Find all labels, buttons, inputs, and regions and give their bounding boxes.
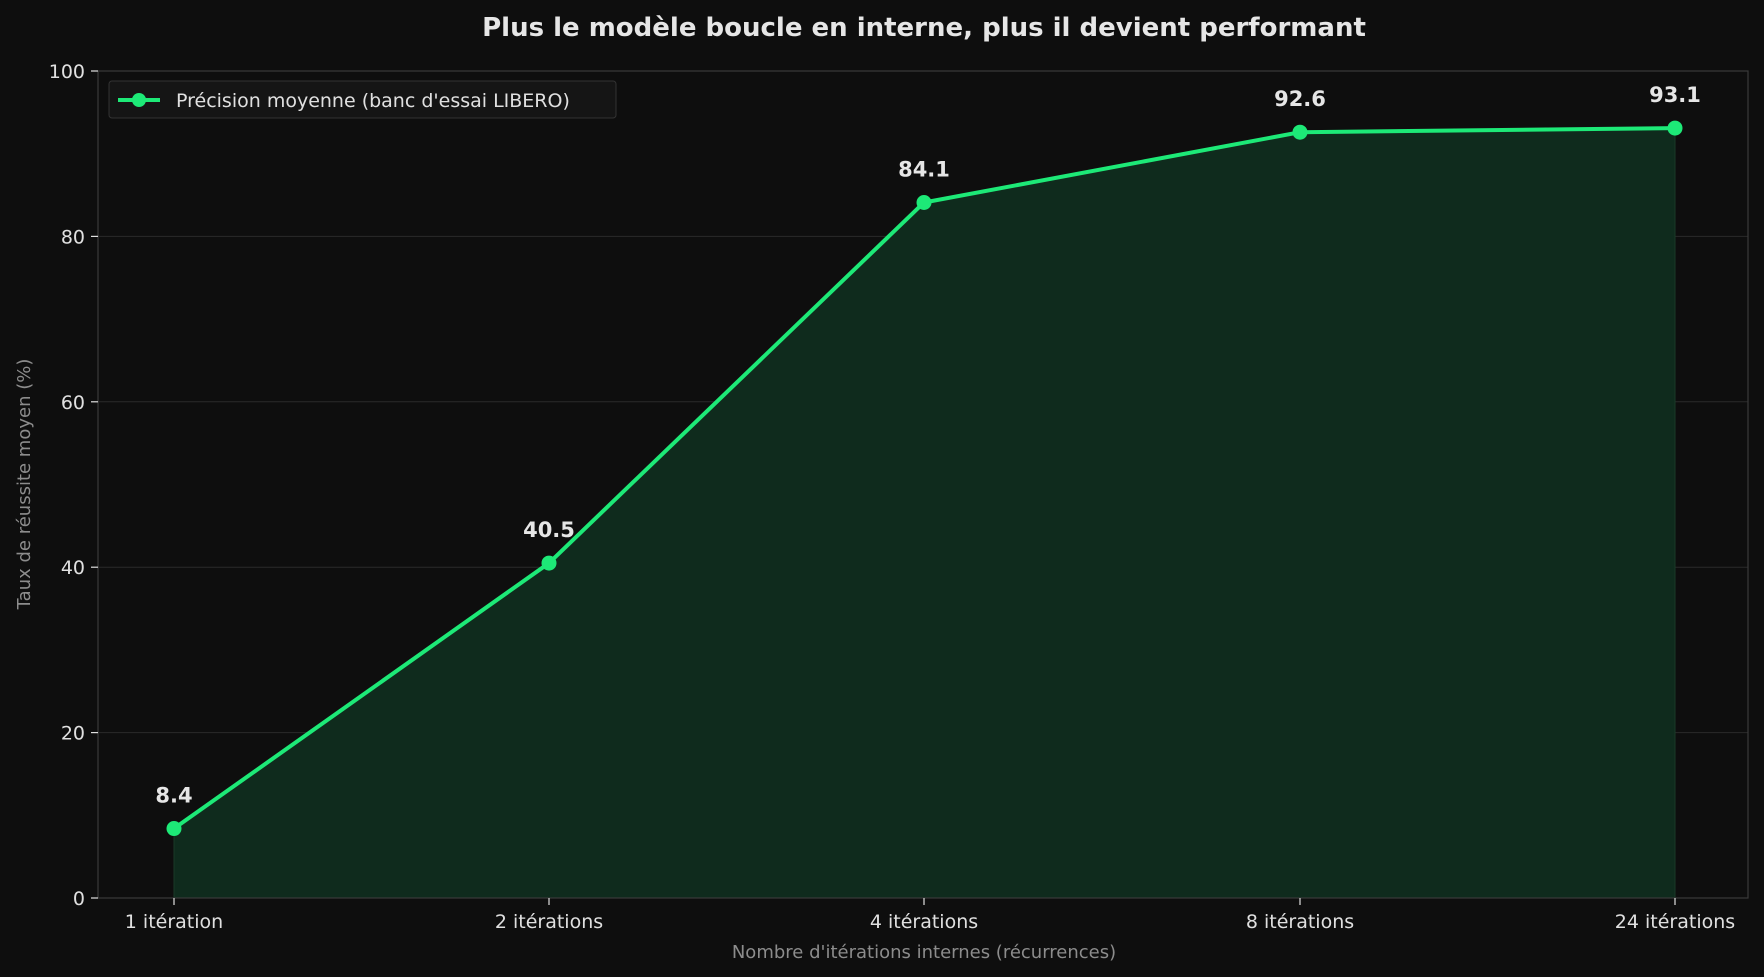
y-tick-label: 80 [61, 226, 85, 248]
data-labels: 8.4 40.5 84.1 92.6 93.1 [155, 83, 1701, 807]
chart-title: Plus le modèle boucle en interne, plus i… [482, 13, 1366, 43]
y-tick-label: 0 [73, 888, 85, 910]
data-label: 40.5 [523, 518, 575, 542]
x-tick-label: 8 itérations [1246, 911, 1354, 933]
y-tick-label: 40 [61, 557, 85, 579]
legend: Précision moyenne (banc d'essai LIBERO) [108, 80, 617, 119]
y-tick-label: 20 [61, 723, 85, 745]
data-point [916, 194, 932, 210]
x-tick-label: 24 itérations [1615, 911, 1735, 933]
y-axis-label: Taux de réussite moyen (%) [14, 359, 35, 611]
y-tick-label: 100 [49, 61, 85, 83]
data-point [166, 821, 182, 837]
plot-frame [97, 70, 1749, 899]
data-point [541, 555, 557, 571]
x-tick-label: 2 itérations [495, 911, 603, 933]
data-label: 84.1 [898, 157, 950, 181]
x-tick-label: 1 itération [125, 911, 223, 933]
x-axis-label: Nombre d'itérations internes (récurrence… [732, 942, 1116, 963]
legend-marker-swatch [132, 93, 146, 107]
x-tick-label: 4 itérations [870, 911, 978, 933]
data-point [1292, 124, 1308, 140]
x-axis-ticks: 1 itération 2 itérations 4 itérations 8 ité… [125, 898, 1735, 933]
y-axis-ticks: 0 20 40 60 80 100 [49, 61, 98, 910]
legend-entry-label: Précision moyenne (banc d'essai LIBERO) [176, 90, 570, 112]
y-tick-label: 60 [61, 392, 85, 414]
axes [97, 70, 1749, 899]
data-label: 8.4 [155, 784, 192, 808]
area-fill [173, 127, 1676, 899]
data-label: 93.1 [1649, 83, 1701, 107]
data-label: 92.6 [1274, 87, 1326, 111]
data-points [166, 120, 1683, 837]
data-point [1667, 120, 1683, 136]
legend-box [108, 80, 617, 119]
